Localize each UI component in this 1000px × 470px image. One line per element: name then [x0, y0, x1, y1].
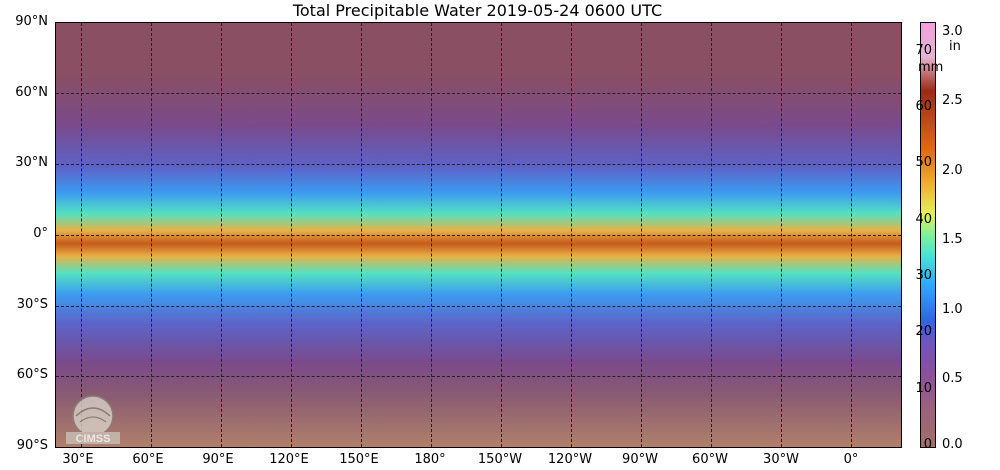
- logo-text: CIMSS: [76, 433, 111, 445]
- lon-gridline: [571, 23, 572, 447]
- colorbar-unit-in: in: [949, 39, 961, 54]
- lon-label: 90°W: [622, 452, 658, 467]
- colorbar-mm-tick: 50: [915, 155, 932, 170]
- colorbar-mm-tick: 70: [915, 43, 932, 58]
- lon-gridline: [221, 23, 222, 447]
- lon-label: 120°E: [269, 452, 309, 467]
- lat-gridline: [56, 235, 901, 236]
- lon-gridline: [81, 23, 82, 447]
- lat-label: 30°S: [16, 297, 48, 312]
- colorbar-unit-mm: mm: [918, 60, 944, 75]
- colorbar-mm-tick: 60: [915, 99, 932, 114]
- lat-gridline: [56, 164, 901, 165]
- lat-label: 0°: [33, 226, 48, 241]
- colorbar: [920, 22, 936, 448]
- lon-label: 60°E: [132, 452, 164, 467]
- lat-gridline: [56, 376, 901, 377]
- lon-label: 30°W: [763, 452, 799, 467]
- lon-gridline: [151, 23, 152, 447]
- lat-label: 60°N: [15, 85, 48, 100]
- colorbar-in-tick: 0.5: [942, 371, 963, 386]
- colorbar-mm-tick: 30: [915, 268, 932, 283]
- colorbar-in-tick: 1.0: [942, 302, 963, 317]
- lon-label: 150°E: [339, 452, 379, 467]
- colorbar-mm-tick: 0: [923, 437, 932, 452]
- colorbar-in-tick: 0.0: [942, 437, 963, 452]
- lon-label: 120°W: [547, 452, 593, 467]
- lon-label: 30°E: [62, 452, 94, 467]
- lon-label: 0°: [843, 452, 859, 467]
- colorbar-in-tick: 2.5: [942, 93, 963, 108]
- lat-label: 30°N: [15, 155, 48, 170]
- lon-gridline: [291, 23, 292, 447]
- lon-label: 90°E: [202, 452, 234, 467]
- lon-gridline: [711, 23, 712, 447]
- lat-gridline: [56, 93, 901, 94]
- lon-label: 150°W: [477, 452, 523, 467]
- colorbar-mm-tick: 20: [915, 324, 932, 339]
- lon-gridline: [851, 23, 852, 447]
- colorbar-in-tick: 2.0: [942, 163, 963, 178]
- lon-gridline: [641, 23, 642, 447]
- lon-gridline: [781, 23, 782, 447]
- map-panel: [55, 22, 902, 448]
- lon-gridline: [501, 23, 502, 447]
- lon-gridline: [361, 23, 362, 447]
- lat-label: 90°N: [15, 14, 48, 29]
- page-title: Total Precipitable Water 2019-05-24 0600…: [292, 1, 663, 20]
- colorbar-in-tick: 1.5: [942, 232, 963, 247]
- colorbar-in-tick: 3.0: [942, 24, 963, 39]
- colorbar-mm-tick: 10: [915, 381, 932, 396]
- lon-gridline: [431, 23, 432, 447]
- colorbar-mm-tick: 40: [915, 212, 932, 227]
- lat-gridline: [56, 306, 901, 307]
- lat-label: 90°S: [16, 438, 48, 453]
- lat-label: 60°S: [16, 367, 48, 382]
- lon-label: 60°W: [692, 452, 728, 467]
- lon-label: 180°: [414, 452, 446, 467]
- cimss-logo: CIMSS: [66, 395, 120, 445]
